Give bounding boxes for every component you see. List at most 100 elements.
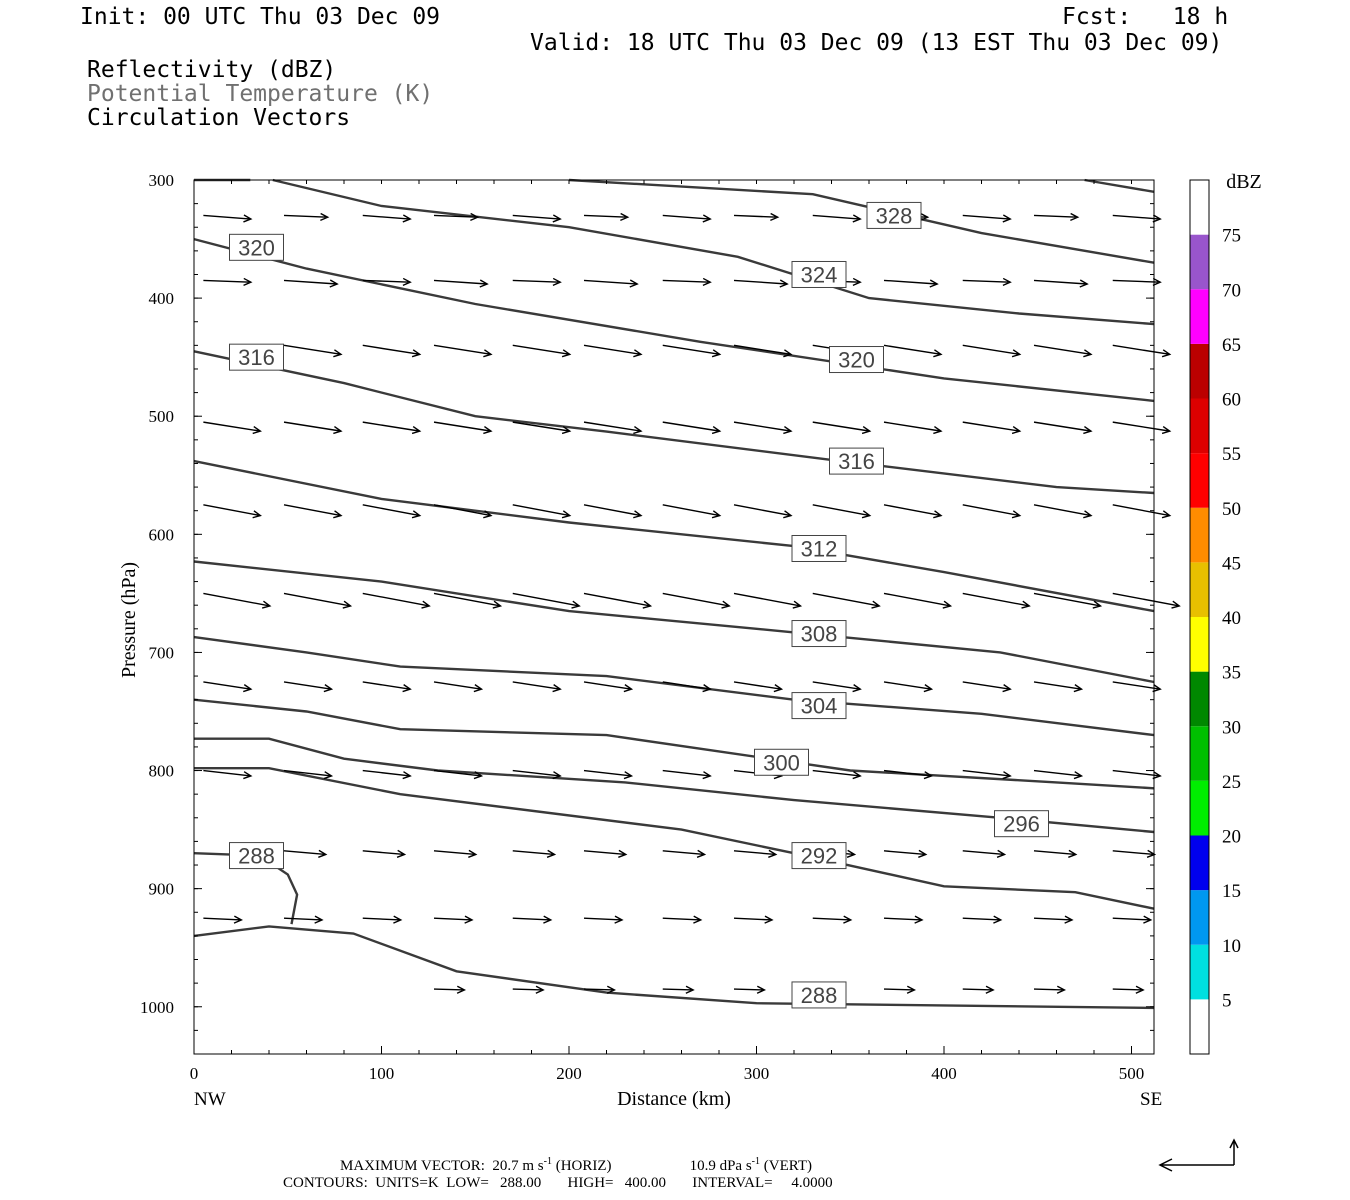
- colorbar-label: 30: [1222, 717, 1241, 738]
- vector-arrow: [283, 344, 343, 358]
- vector-arrow: [733, 421, 793, 435]
- y-tick-label: 500: [149, 407, 175, 426]
- vector-arrow: [1033, 769, 1084, 780]
- colorbar-swatch: [1190, 507, 1209, 563]
- vector-arrow: [1112, 681, 1162, 693]
- colorbar-label: 60: [1222, 390, 1241, 411]
- colorbar-swatch: [1190, 617, 1209, 672]
- vector-arrow: [512, 592, 581, 609]
- contour-label: 316: [838, 449, 875, 474]
- contour-296: [194, 737, 1155, 834]
- contour-328: [568, 178, 1155, 264]
- colorbar-label: 55: [1222, 444, 1241, 465]
- contour-292: [194, 767, 1155, 910]
- vector-arrow: [362, 915, 403, 924]
- contour-label-box: [791, 981, 847, 1009]
- vector-arrow: [583, 421, 643, 435]
- vector-arrow: [962, 592, 1031, 609]
- vector-arrow: [733, 279, 789, 288]
- max-vector-vert-value: 10.9 dPa s: [689, 1158, 752, 1174]
- colorbar-swatch: [1190, 562, 1209, 617]
- vector-arrow: [662, 504, 722, 519]
- contour-label-box: [791, 692, 847, 720]
- vector-arrow: [962, 504, 1022, 519]
- vector-arrow: [662, 592, 731, 609]
- vector-arrow: [203, 504, 262, 519]
- max-vector-horiz: (HORIZ): [551, 1158, 612, 1174]
- vector-arrow: [883, 279, 939, 288]
- reference-vector: [1158, 1138, 1239, 1172]
- vector-arrow: [733, 915, 774, 924]
- colorbar-label: 75: [1222, 226, 1241, 247]
- vector-arrow: [1033, 915, 1074, 924]
- contour-label: 308: [801, 622, 838, 647]
- vector-arrow: [1033, 421, 1093, 435]
- contour-300: [193, 698, 1155, 790]
- vector-arrow: [812, 421, 872, 435]
- contour-288: [193, 925, 1155, 1010]
- circulation-vectors: [203, 212, 1181, 994]
- vector-arrow: [203, 681, 253, 693]
- vector-arrow: [512, 344, 572, 358]
- max-vector-note: MAXIMUM VECTOR: 20.7 m s-1 (HORIZ) 10.9 d…: [340, 1156, 812, 1175]
- colorbar-swatch: [1190, 726, 1209, 781]
- vector-arrow: [1033, 212, 1080, 222]
- vector-arrow: [203, 769, 253, 780]
- contour-label: 312: [801, 536, 838, 561]
- max-vector-vert: (VERT): [760, 1158, 813, 1174]
- vector-arrow: [433, 504, 493, 519]
- vector-arrow: [283, 592, 353, 609]
- vector-arrow: [283, 504, 343, 519]
- axis-ticks: 0 100 200 300 400 500 300 400 500 600 700 800 900 100…: [140, 171, 1154, 1083]
- contour-label: 316: [238, 345, 275, 370]
- colorbar-label: 10: [1222, 936, 1241, 957]
- contour-label: 304: [801, 694, 838, 719]
- y-tick-label: 700: [149, 643, 175, 662]
- contour-label-box: [229, 842, 284, 870]
- y-tick-label: 300: [149, 171, 175, 190]
- contour-label: 288: [801, 983, 838, 1008]
- vector-arrow: [962, 769, 1012, 780]
- vector-arrow: [583, 279, 639, 288]
- colorbar-swatch: [1190, 944, 1209, 1000]
- vector-arrow: [733, 592, 803, 609]
- contour-label: 324: [801, 262, 838, 287]
- vector-arrow: [733, 504, 793, 519]
- vector-arrow: [433, 592, 503, 609]
- vector-arrow: [512, 985, 545, 994]
- contour-label-box: [229, 343, 284, 371]
- vector-arrow: [1033, 592, 1103, 609]
- colorbar-swatch: [1190, 453, 1209, 508]
- x-tick-label: 500: [1119, 1064, 1145, 1083]
- vector-arrow: [362, 344, 422, 358]
- vector-arrow: [883, 504, 943, 519]
- contour-label: 300: [763, 750, 800, 775]
- y-tick-label: 600: [149, 525, 175, 544]
- vector-arrow: [1112, 849, 1157, 858]
- contour-320: [193, 237, 1155, 403]
- x-end-label-se: SE: [1140, 1089, 1162, 1110]
- vector-arrow: [812, 214, 862, 223]
- contour-label-box: [829, 447, 884, 475]
- vector-arrow: [1033, 344, 1093, 358]
- vector-arrow: [662, 769, 712, 780]
- x-end-label-nw: NW: [194, 1089, 226, 1110]
- vector-arrow: [1112, 769, 1162, 780]
- vector-arrow: [203, 915, 243, 924]
- vector-arrow: [1112, 504, 1172, 519]
- contour-label-box: [229, 233, 284, 261]
- vector-arrow: [583, 344, 643, 358]
- vector-arrow: [283, 849, 328, 858]
- colorbar-swatch: [1190, 180, 1209, 235]
- contour-label: 292: [801, 844, 838, 869]
- contour-304: [193, 635, 1155, 737]
- colorbar-label: 70: [1222, 280, 1241, 301]
- vector-arrow: [583, 849, 628, 858]
- vector-arrow: [362, 592, 431, 609]
- vector-arrow: [962, 277, 1012, 287]
- vector-arrow: [203, 592, 272, 609]
- vector-arrow: [733, 344, 793, 358]
- vector-arrow: [883, 592, 953, 609]
- vector-arrow: [812, 504, 872, 519]
- vector-arrow: [512, 421, 572, 435]
